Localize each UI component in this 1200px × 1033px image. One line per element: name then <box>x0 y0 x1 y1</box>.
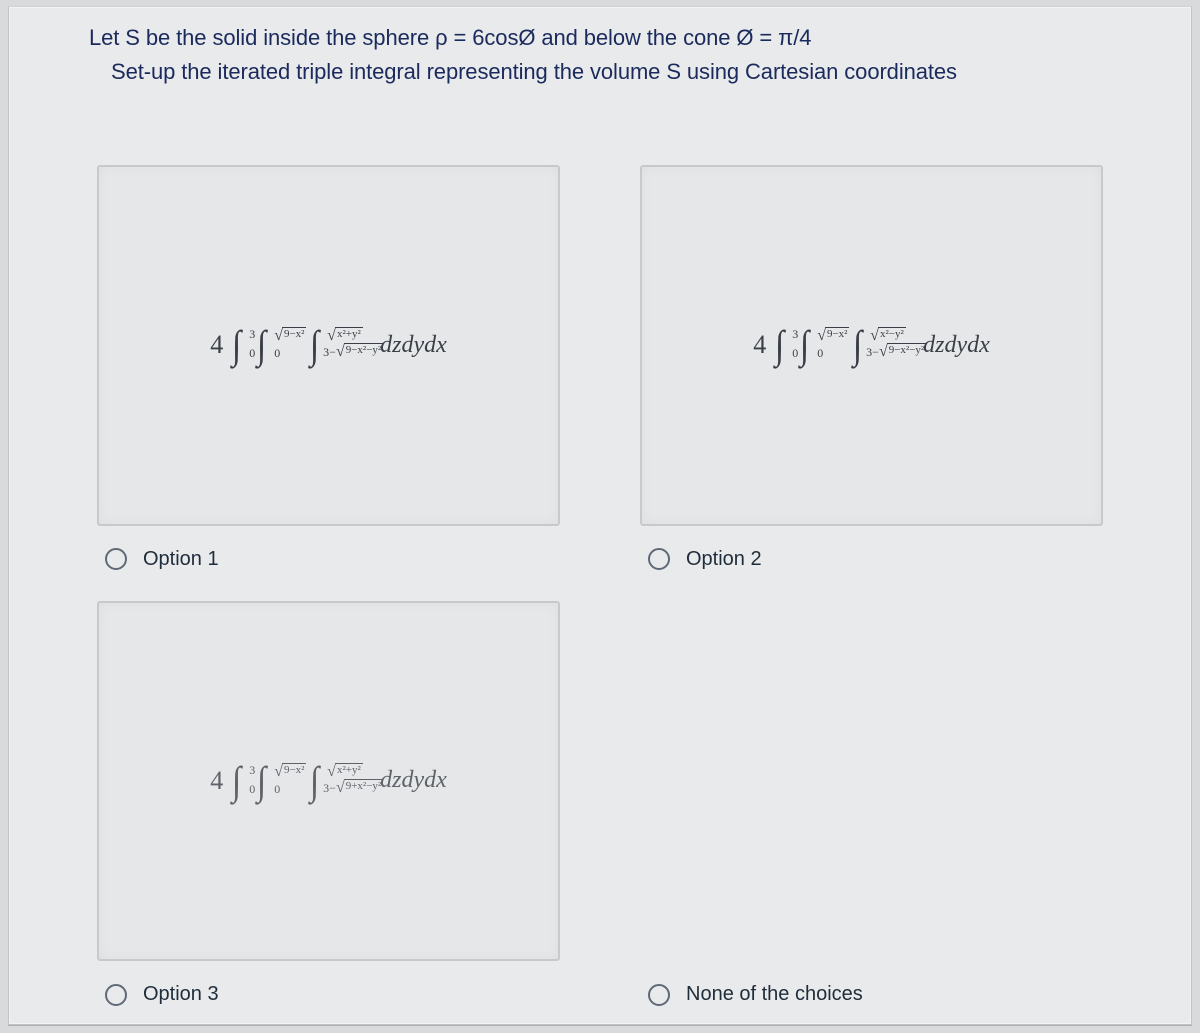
option-4-label: None of the choices <box>686 983 863 1006</box>
differentials: dzdydx <box>380 332 447 359</box>
integral-inner: ∫ √x²+y² 3−√9−x²−y² <box>309 333 320 357</box>
option-2-control[interactable]: Option 2 <box>640 548 1103 571</box>
option-3-label: Option 3 <box>143 983 219 1006</box>
radio-icon[interactable] <box>105 548 127 570</box>
option-2-math: 4 ∫ 3 0 ∫ √9−x² 0 ∫ √x² <box>640 165 1103 526</box>
option-2-label: Option 2 <box>686 548 762 571</box>
question-panel: Let S be the solid inside the sphere ρ =… <box>8 6 1192 1025</box>
option-3-control[interactable]: Option 3 <box>97 983 560 1006</box>
integral-mid: ∫ √9−x² 0 <box>256 333 267 357</box>
question-line-1: Let S be the solid inside the sphere ρ =… <box>89 21 1167 55</box>
options-grid: 4 ∫ 3 0 ∫ √9−x² 0 ∫ √x² <box>97 165 1103 1006</box>
radio-icon[interactable] <box>648 984 670 1006</box>
integral-outer: ∫ 3 0 <box>231 333 242 357</box>
option-3-cell: 4 ∫ 3 0 ∫ √9−x² 0 ∫ √x² <box>97 601 560 1007</box>
option-4-empty <box>640 601 1103 962</box>
option-1-control[interactable]: Option 1 <box>97 548 560 571</box>
option-1-cell: 4 ∫ 3 0 ∫ √9−x² 0 ∫ √x² <box>97 165 560 571</box>
question-text: Let S be the solid inside the sphere ρ =… <box>89 21 1167 89</box>
option-2-cell: 4 ∫ 3 0 ∫ √9−x² 0 ∫ √x² <box>640 165 1103 571</box>
option-1-label: Option 1 <box>143 548 219 571</box>
radio-icon[interactable] <box>105 984 127 1006</box>
option-4-cell: None of the choices <box>640 601 1103 1007</box>
option-4-control[interactable]: None of the choices <box>640 983 1103 1006</box>
option-1-math: 4 ∫ 3 0 ∫ √9−x² 0 ∫ √x² <box>97 165 560 526</box>
question-line-2: Set-up the iterated triple integral repr… <box>111 55 1167 89</box>
coefficient: 4 <box>210 330 223 360</box>
option-3-math: 4 ∫ 3 0 ∫ √9−x² 0 ∫ √x² <box>97 601 560 962</box>
radio-icon[interactable] <box>648 548 670 570</box>
